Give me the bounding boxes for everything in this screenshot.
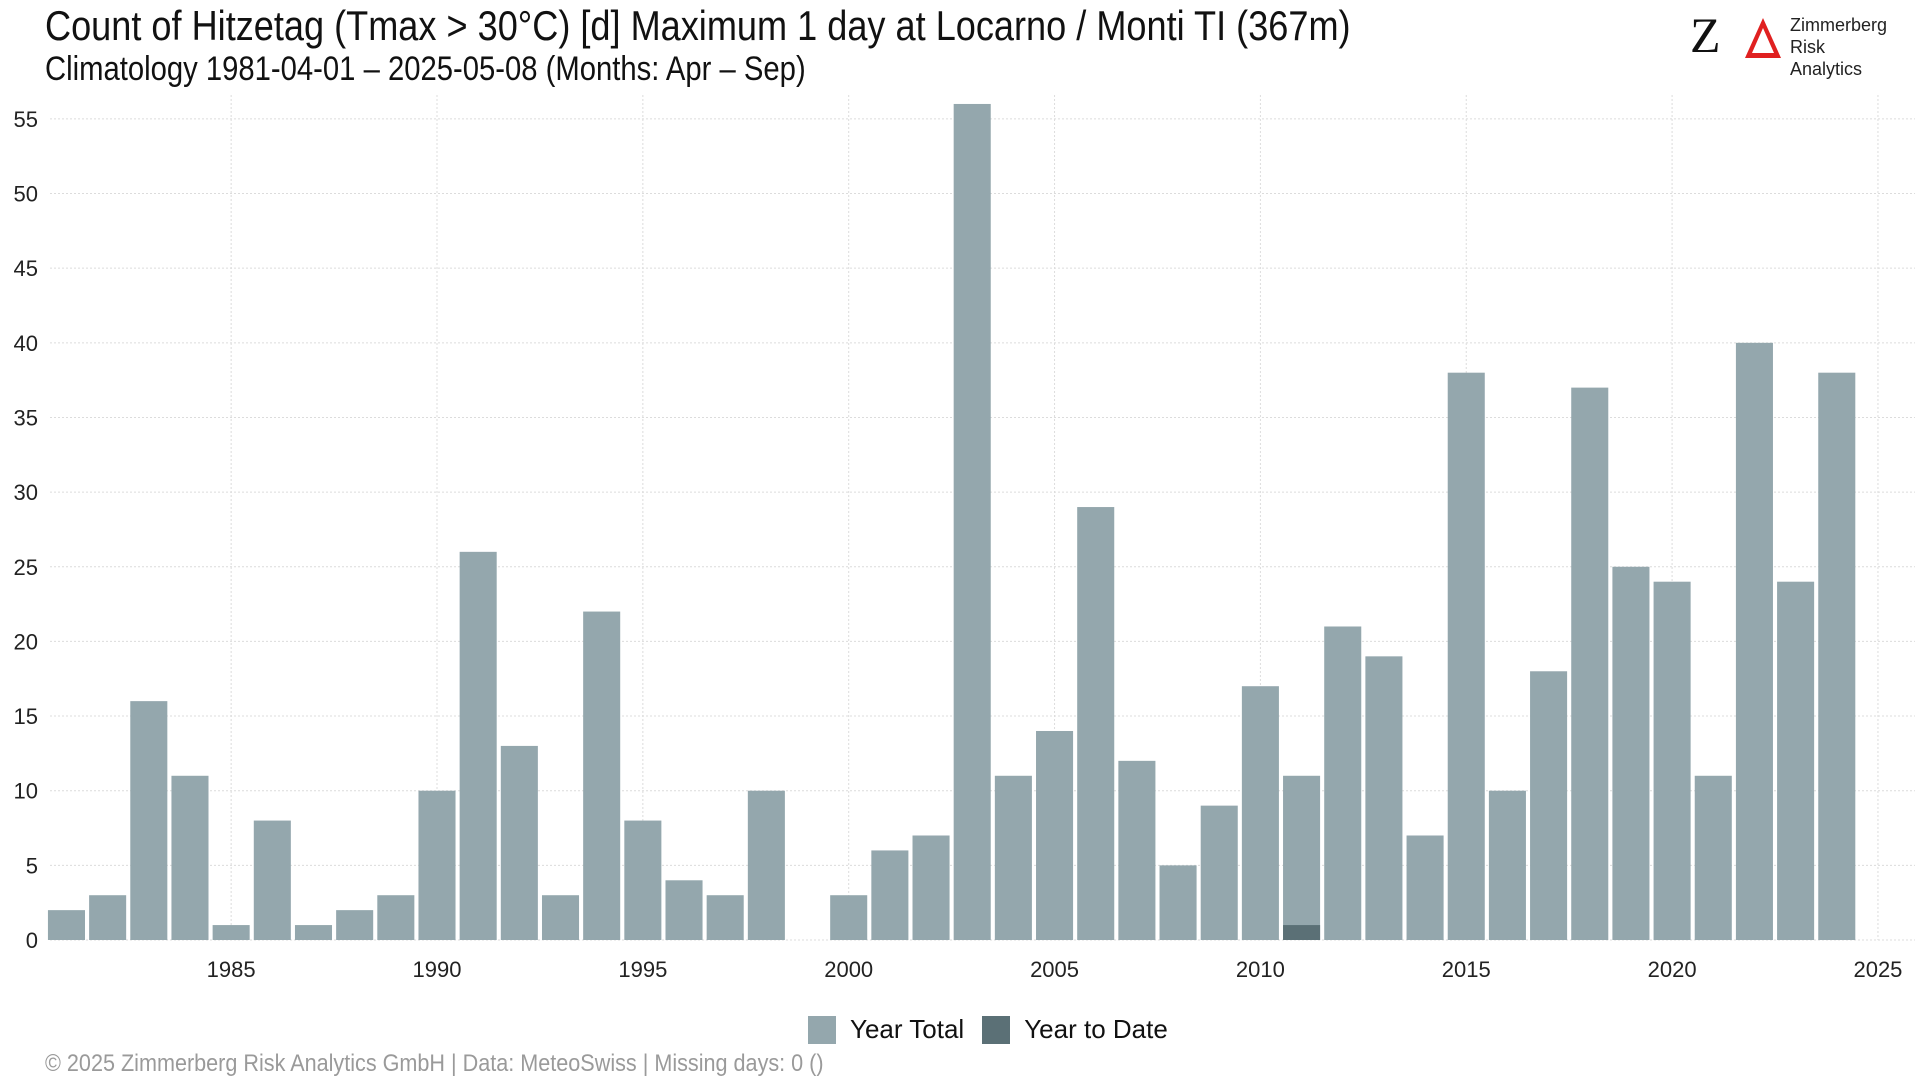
legend-swatch-year-total xyxy=(808,1015,836,1044)
y-tick-label: 50 xyxy=(14,182,38,207)
bar-year-total xyxy=(336,910,374,940)
y-tick-label: 35 xyxy=(14,405,38,430)
legend-label-year-total: Year Total xyxy=(850,1014,965,1044)
y-tick-label: 0 xyxy=(26,928,38,953)
chart-legend: Year Total Year to Date xyxy=(808,1014,1186,1045)
x-tick-label: 1990 xyxy=(413,957,462,982)
y-tick-label: 5 xyxy=(26,853,38,878)
bar-year-total xyxy=(294,925,333,940)
y-tick-label: 45 xyxy=(14,256,38,281)
y-tick-label: 20 xyxy=(14,629,38,654)
bar-year-total xyxy=(1488,790,1526,940)
chart-title: Count of Hitzetag (Tmax > 30°C) [d] Maxi… xyxy=(45,2,1351,49)
bar-year-total xyxy=(130,701,168,940)
bar-year-total xyxy=(1571,387,1609,940)
bar-year-total xyxy=(1283,775,1321,940)
bar-year-total xyxy=(1653,581,1691,940)
bar-year-total xyxy=(830,895,868,940)
bar-year-total xyxy=(953,103,991,941)
y-tick-label: 15 xyxy=(14,704,38,729)
bar-year-total xyxy=(994,775,1032,940)
x-tick-label: 2005 xyxy=(1030,957,1079,982)
logo-letter-z: Z xyxy=(1690,7,1721,63)
legend-swatch-year-to-date xyxy=(982,1015,1011,1044)
bar-year-total xyxy=(624,820,662,940)
y-tick-label: 30 xyxy=(14,480,38,505)
legend-item-year-to-date: Year to Date xyxy=(982,1014,1168,1045)
bar-year-total xyxy=(1447,372,1485,940)
legend-item-year-total: Year Total xyxy=(808,1014,964,1045)
bar-year-total xyxy=(1200,805,1238,940)
logo-name-line2: Risk Analytics xyxy=(1790,37,1863,79)
bar-year-total xyxy=(541,895,580,940)
bar-year-total xyxy=(665,880,703,940)
bar-year-total xyxy=(89,895,127,940)
bar-year-total xyxy=(1818,372,1856,940)
bar-year-total xyxy=(171,775,209,940)
bar-year-total xyxy=(1159,865,1197,940)
logo-delta-icon xyxy=(1745,18,1781,58)
y-tick-label: 25 xyxy=(14,555,38,580)
x-tick-label: 2000 xyxy=(824,957,873,982)
bar-year-to-date xyxy=(1283,925,1321,940)
x-tick-label: 1985 xyxy=(207,957,256,982)
bar-year-total xyxy=(1036,730,1074,940)
bar-year-total xyxy=(459,551,497,940)
chart-bars xyxy=(47,103,1856,941)
y-tick-label: 40 xyxy=(14,331,38,356)
x-tick-label: 1995 xyxy=(618,957,667,982)
x-tick-label: 2025 xyxy=(1853,957,1902,982)
bar-year-total xyxy=(871,850,909,940)
bar-year-total xyxy=(377,895,415,940)
bar-year-total xyxy=(1118,760,1156,940)
bar-year-total xyxy=(706,895,744,940)
x-tick-label: 2015 xyxy=(1442,957,1491,982)
bar-year-total xyxy=(1777,581,1815,940)
copyright-caption: © 2025 Zimmerberg Risk Analytics GmbH | … xyxy=(45,1050,824,1077)
logo-name-line1: Zimmerberg xyxy=(1790,15,1888,35)
bar-year-total xyxy=(912,835,950,940)
y-tick-label: 10 xyxy=(14,779,38,804)
company-logo: Z Zimmerberg Risk Analytics xyxy=(1690,7,1890,79)
bar-year-total xyxy=(1241,686,1279,940)
bar-year-total xyxy=(1612,566,1650,940)
bar-year-total xyxy=(418,790,456,940)
bar-year-total xyxy=(1365,656,1403,940)
bar-year-total xyxy=(253,820,291,940)
bar-year-total xyxy=(1694,775,1732,940)
bar-year-total xyxy=(1406,835,1444,940)
y-axis: 0 5 10 15 20 25 30 35 40 45 50 55 xyxy=(14,107,38,953)
bar-year-total xyxy=(747,790,785,940)
bar-year-total xyxy=(47,910,85,940)
bar-year-total xyxy=(583,611,621,940)
bar-year-total xyxy=(1324,626,1362,940)
x-axis: 1985 1990 1995 2000 2005 2010 2015 2020 2025 xyxy=(207,957,1903,982)
x-tick-label: 2010 xyxy=(1236,957,1285,982)
y-tick-label: 55 xyxy=(14,107,38,132)
bar-year-total xyxy=(1530,671,1568,940)
legend-label-year-to-date: Year to Date xyxy=(1024,1014,1168,1044)
bar-year-total xyxy=(1077,507,1115,940)
chart-ytd-bars xyxy=(1283,925,1321,940)
x-tick-label: 2020 xyxy=(1648,957,1697,982)
logo-text: Zimmerberg Risk Analytics xyxy=(1790,14,1890,80)
bar-year-total xyxy=(212,925,250,940)
bar-year-total xyxy=(500,745,538,940)
bar-year-total xyxy=(1735,342,1773,940)
chart-subtitle: Climatology 1981-04-01 – 2025-05-08 (Mon… xyxy=(45,50,806,88)
